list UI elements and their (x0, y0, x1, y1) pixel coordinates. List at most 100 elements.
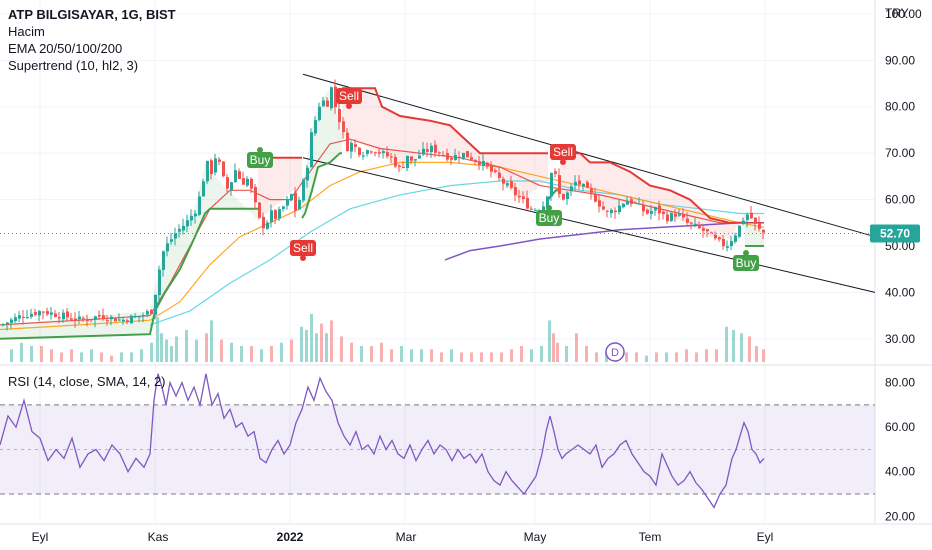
candle-body (42, 311, 45, 313)
volume-bar (460, 352, 463, 362)
volume-bar (556, 342, 559, 362)
candle-body (174, 233, 177, 239)
volume-bar (748, 336, 751, 362)
candle-body (670, 213, 673, 221)
candle-body (614, 210, 617, 213)
dividend-marker[interactable]: D (605, 342, 625, 362)
candle-body (454, 154, 457, 161)
candle-body (482, 160, 485, 166)
time-tick-label: May (524, 530, 547, 544)
volume-bars (10, 314, 765, 362)
candle-body (702, 228, 705, 231)
ema100-line (149, 180, 764, 326)
volume-bar (740, 333, 743, 362)
candle-body (690, 222, 693, 224)
candle-body (278, 209, 281, 219)
volume-bar (270, 346, 273, 362)
indicator-ema[interactable]: EMA 20/50/100/200 (8, 41, 123, 56)
candle-body (142, 315, 145, 317)
volume-bar (420, 349, 423, 362)
volume-bar (725, 326, 728, 362)
indicator-supertrend[interactable]: Supertrend (10, hl2, 3) (8, 58, 139, 73)
candle-body (86, 319, 89, 321)
volume-bar (685, 349, 688, 362)
symbol-title[interactable]: ATP BILGISAYAR, 1G, BIST (8, 7, 176, 22)
candle-body (130, 315, 133, 324)
candle-body (314, 120, 317, 134)
candle-body (638, 203, 641, 205)
candle-body (434, 144, 437, 153)
ema200-line (444, 222, 764, 261)
candle-body (214, 158, 217, 173)
candle-body (370, 151, 373, 153)
candle-body (6, 322, 9, 324)
volume-bar (695, 352, 698, 362)
volume-bar (762, 349, 765, 362)
candle-body (650, 211, 653, 214)
volume-bar (480, 352, 483, 362)
volume-bar (360, 346, 363, 362)
candle-body (706, 229, 709, 232)
signal-text: Buy (250, 153, 271, 167)
candle-body (126, 320, 129, 323)
candle-body (50, 312, 53, 315)
time-tick-label: 2022 (277, 530, 304, 544)
axes: 100.00 90.00 80.00 70.00 60.00 50.00 40.00 30.0… (0, 7, 922, 544)
rsi-indicator-label[interactable]: RSI (14, close, SMA, 14, 2) (8, 374, 166, 389)
supertrend-zone (258, 157, 302, 220)
signal-dot (560, 159, 566, 165)
volume-bar (565, 346, 568, 362)
volume-bar (490, 352, 493, 362)
volume-bar (185, 330, 188, 362)
candle-body (710, 232, 713, 234)
volume-bar (520, 346, 523, 362)
volume-bar (205, 333, 208, 362)
volume-bar (260, 349, 263, 362)
indicator-volume[interactable]: Hacim (8, 24, 45, 39)
supertrend-up-line (0, 207, 258, 340)
candle-body (350, 142, 353, 152)
candle-body (154, 294, 157, 315)
candle-body (726, 246, 729, 248)
candle-body (470, 157, 473, 160)
price-tick-label: 80.00 (885, 100, 915, 114)
candle-body (94, 316, 97, 320)
candle-body (246, 178, 249, 186)
volume-bar (230, 342, 233, 362)
candle-body (518, 195, 521, 198)
candles (2, 79, 765, 331)
candle-body (250, 178, 253, 189)
volume-bar (110, 355, 113, 362)
candle-body (694, 223, 697, 225)
candle-body (70, 318, 73, 320)
candle-body (18, 315, 21, 319)
candle-body (54, 313, 57, 317)
candle-body (666, 214, 669, 222)
currency-label: TRY (885, 6, 909, 20)
volume-bar (120, 352, 123, 362)
candle-body (34, 312, 37, 315)
signal-dot (300, 255, 306, 261)
volume-bar (470, 352, 473, 362)
candle-body (582, 183, 585, 187)
trend-channel[interactable] (302, 73, 876, 293)
last-price-text: 52.70 (880, 226, 910, 240)
candle-body (238, 171, 241, 179)
channel-upper-line[interactable] (302, 73, 876, 238)
candle-body (118, 319, 121, 321)
ema20-line (0, 138, 764, 326)
candle-body (450, 157, 453, 160)
candle-body (458, 156, 461, 158)
candle-body (722, 238, 725, 247)
candle-body (682, 214, 685, 218)
volume-bar (220, 339, 223, 362)
time-tick-label: Eyl (32, 530, 49, 544)
volume-bar (370, 346, 373, 362)
candle-body (394, 156, 397, 167)
candle-body (490, 165, 493, 172)
candle-body (106, 320, 109, 322)
candle-body (426, 149, 429, 152)
channel-lower-line[interactable] (302, 157, 876, 293)
price-tick-label: 40.00 (885, 285, 915, 299)
